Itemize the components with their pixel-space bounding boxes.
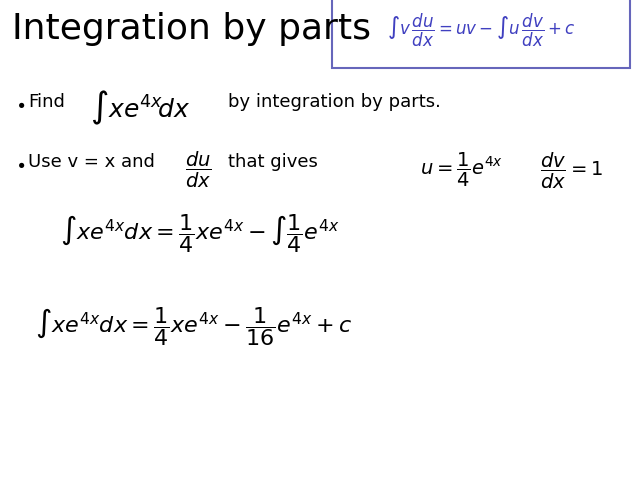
Text: Integration by parts: Integration by parts: [12, 12, 371, 46]
Text: by integration by parts.: by integration by parts.: [228, 93, 441, 111]
Text: $\int xe^{4x}\!dx$: $\int xe^{4x}\!dx$: [90, 89, 191, 127]
Text: Use v = x and: Use v = x and: [28, 153, 155, 171]
Text: $\dfrac{du}{dx}$: $\dfrac{du}{dx}$: [185, 150, 212, 190]
Text: that gives: that gives: [228, 153, 318, 171]
Text: $u = \dfrac{1}{4}e^{4x}$: $u = \dfrac{1}{4}e^{4x}$: [420, 151, 503, 189]
Text: $\dfrac{dv}{dx} = 1$: $\dfrac{dv}{dx} = 1$: [540, 151, 603, 191]
Text: $\int xe^{4x}dx = \dfrac{1}{4}xe^{4x} - \dfrac{1}{16}e^{4x} + c$: $\int xe^{4x}dx = \dfrac{1}{4}xe^{4x} - …: [35, 305, 352, 348]
Text: Find: Find: [28, 93, 65, 111]
Text: $\bullet$: $\bullet$: [15, 155, 25, 173]
Text: $\int v\,\dfrac{du}{dx} = uv - \int u\,\dfrac{dv}{dx} + c$: $\int v\,\dfrac{du}{dx} = uv - \int u\,\…: [387, 12, 575, 49]
Text: $\int xe^{4x}dx = \dfrac{1}{4}xe^{4x} - \int\dfrac{1}{4}e^{4x}$: $\int xe^{4x}dx = \dfrac{1}{4}xe^{4x} - …: [60, 212, 340, 255]
FancyBboxPatch shape: [332, 0, 630, 68]
Text: $\bullet$: $\bullet$: [15, 95, 25, 113]
